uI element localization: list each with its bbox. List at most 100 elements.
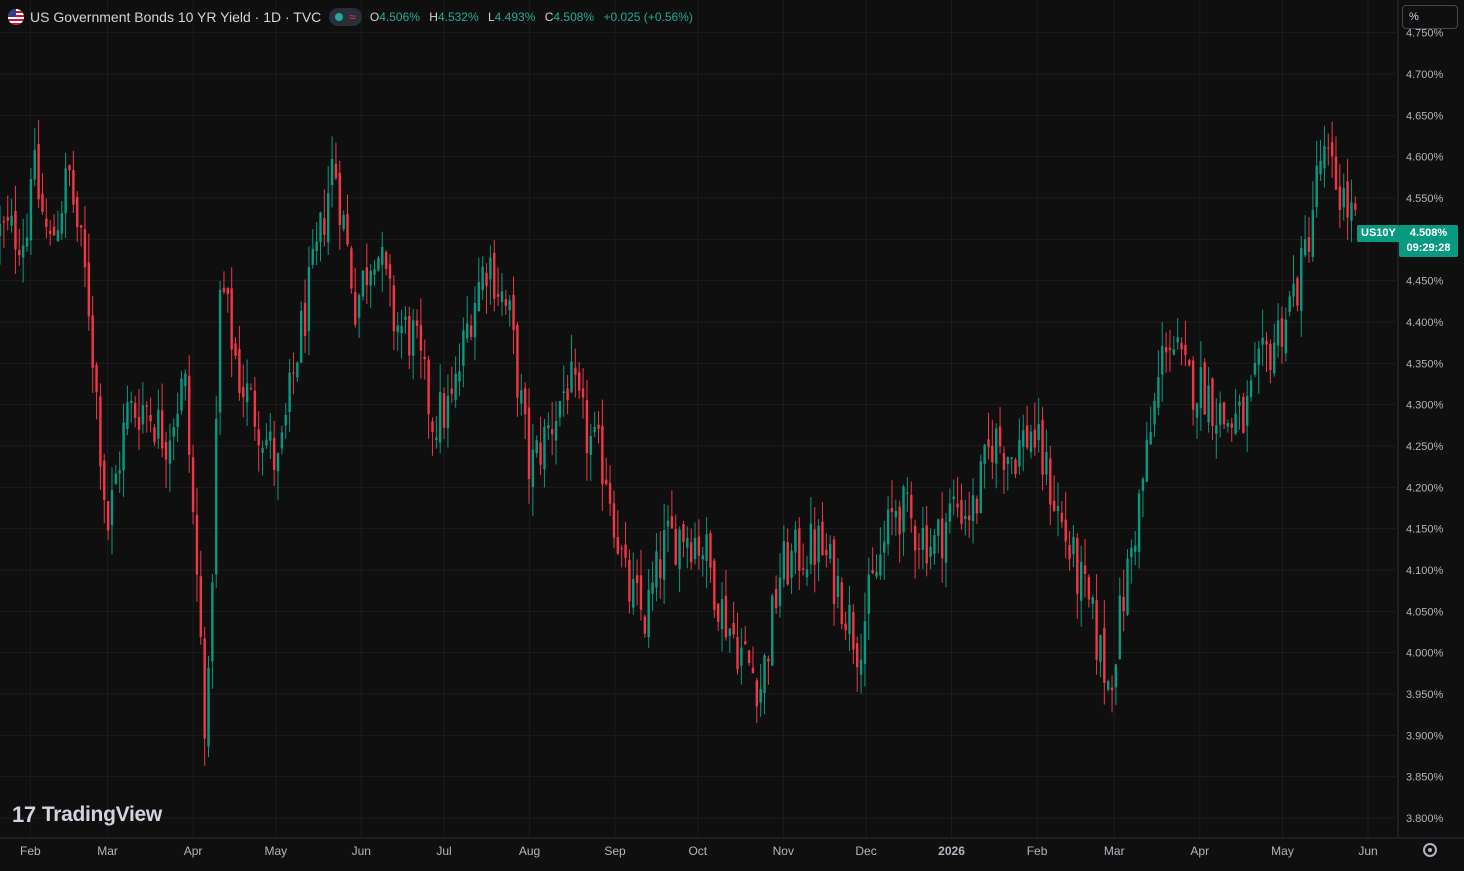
candle-body (1137, 493, 1141, 553)
candle (655, 532, 658, 602)
candle (64, 152, 67, 239)
candle-body (350, 248, 353, 289)
candle (323, 189, 326, 247)
settings-gear-icon[interactable] (1423, 843, 1437, 857)
candle (72, 150, 75, 213)
candle-body (1041, 419, 1044, 475)
candle (361, 270, 365, 301)
candle-body (574, 367, 577, 375)
candle (226, 287, 230, 313)
candle (14, 185, 17, 274)
candle (740, 628, 743, 685)
candle-body (122, 422, 125, 471)
y-tick-label: 4.400% (1406, 317, 1444, 329)
candle (1292, 255, 1295, 307)
candle-body (276, 453, 280, 472)
candle-body (1153, 400, 1156, 425)
candle (392, 275, 396, 350)
candle-body (496, 293, 500, 297)
candle-body (875, 571, 878, 577)
candle (1145, 421, 1149, 482)
candle-body (1350, 202, 1353, 221)
candle (245, 359, 249, 426)
candle-body (678, 529, 681, 570)
candle (678, 526, 681, 593)
candle-body (937, 519, 940, 536)
candle-body (1261, 337, 1264, 345)
candle-body (473, 303, 477, 338)
candle-body (933, 535, 936, 555)
candle (639, 549, 643, 621)
candle-body (72, 170, 75, 205)
candle-body (894, 510, 898, 518)
candle (771, 593, 774, 667)
candle-body (960, 500, 963, 524)
candle (666, 505, 670, 553)
candle (547, 412, 550, 441)
candle (153, 423, 156, 446)
candle (1218, 391, 1222, 438)
candle-body (1018, 439, 1021, 467)
symbol-title[interactable]: US Government Bonds 10 YR Yield · 1D · T… (30, 9, 322, 25)
candle-body (1006, 457, 1009, 464)
y-tick-label: 4.200% (1406, 482, 1444, 494)
candle-body (1134, 545, 1137, 552)
candle-body (377, 257, 380, 271)
candle (25, 213, 29, 252)
candle (1068, 530, 1071, 571)
candle (1176, 317, 1179, 350)
candle-body (991, 446, 994, 463)
ohlc-values: O4.506% H4.532% L4.493% C4.508% +0.025 (… (370, 10, 693, 24)
y-tick-label: 4.350% (1406, 358, 1444, 370)
candle (995, 423, 998, 489)
candle-body (639, 575, 643, 610)
candle-body (1002, 453, 1006, 470)
candle (319, 211, 322, 262)
y-tick-label: 4.650% (1406, 110, 1444, 122)
candle (1014, 457, 1017, 479)
candle (933, 529, 936, 565)
y-tick-label: 4.250% (1406, 441, 1444, 453)
candle-body (1095, 600, 1098, 660)
candle (1161, 322, 1164, 402)
candle-body (25, 237, 29, 247)
candle (288, 358, 291, 432)
candle (825, 533, 828, 568)
candle (1110, 675, 1114, 713)
candle (315, 222, 318, 266)
candle (157, 389, 160, 449)
candle (18, 228, 21, 266)
candle (6, 195, 9, 231)
y-tick-label: 4.600% (1406, 152, 1444, 164)
candle-body (384, 252, 388, 269)
candle-body (438, 392, 442, 443)
candle-body (624, 544, 627, 558)
market-status-pill[interactable]: ≈ (329, 8, 362, 26)
candle (1079, 545, 1083, 627)
candle (249, 383, 253, 391)
price-unit-selector[interactable]: % (1402, 5, 1458, 29)
candle-body (37, 143, 40, 200)
candle-body (967, 515, 971, 521)
x-tick-label: Feb (1027, 844, 1048, 858)
candle-body (813, 529, 816, 565)
candle-body (303, 302, 307, 337)
candle-body (566, 388, 569, 401)
candle (473, 286, 477, 361)
tradingview-logo[interactable]: 17 TradingView (12, 802, 162, 828)
candle-body (948, 503, 952, 522)
candle-body (1099, 635, 1102, 663)
candle-body (987, 439, 990, 447)
candle (527, 388, 531, 504)
candle-body (1176, 337, 1179, 343)
candle (354, 267, 357, 328)
candle (1234, 389, 1237, 436)
candle (697, 519, 701, 570)
candle-body (99, 396, 102, 467)
candle (674, 514, 677, 566)
candle (1188, 358, 1191, 367)
candle (400, 309, 403, 359)
candle (570, 334, 573, 393)
